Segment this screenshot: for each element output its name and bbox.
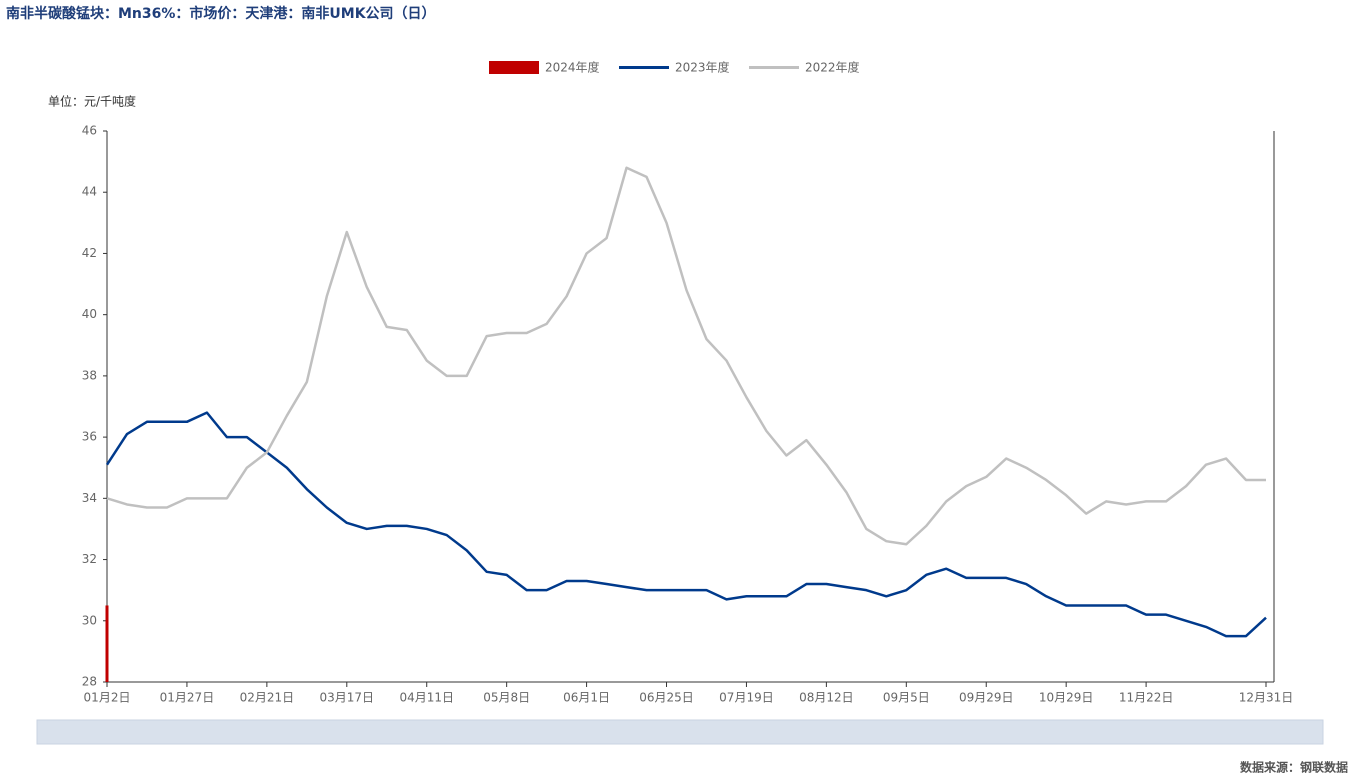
x-tick-label: 01月27日 <box>160 691 215 705</box>
x-tick-label: 04月11日 <box>399 691 454 705</box>
legend-label: 2024年度 <box>545 60 600 75</box>
y-tick-label: 36 <box>82 430 97 444</box>
y-tick-label: 42 <box>82 246 97 260</box>
x-tick-label: 12月31日 <box>1239 691 1294 705</box>
x-tick-label: 10月29日 <box>1039 691 1094 705</box>
zoom-slider[interactable] <box>36 719 1324 745</box>
y-axis-label: 单位：元/千吨度 <box>48 94 136 109</box>
x-tick-label: 02月21日 <box>240 691 295 705</box>
bar <box>105 605 109 682</box>
y-tick-label: 44 <box>82 185 97 199</box>
y-tick-label: 28 <box>82 675 97 689</box>
x-tick-label: 11月22日 <box>1119 691 1174 705</box>
y-tick-label: 46 <box>82 124 97 138</box>
x-tick-label: 08月12日 <box>799 691 854 705</box>
x-tick-label: 07月19日 <box>719 691 774 705</box>
chart-title: 南非半碳酸锰块：Mn36%：市场价：天津港：南非UMK公司（日） <box>6 5 436 22</box>
line-series <box>105 411 1267 638</box>
legend-label: 2023年度 <box>675 60 730 75</box>
y-tick-label: 30 <box>82 613 97 627</box>
x-tick-label: 03月17日 <box>320 691 375 705</box>
y-tick-label: 32 <box>82 552 97 566</box>
x-tick-label: 06月1日 <box>563 691 610 705</box>
y-tick-label: 34 <box>82 491 97 505</box>
x-tick-label: 09月29日 <box>959 691 1014 705</box>
x-tick-label: 05月8日 <box>483 691 530 705</box>
legend-label: 2022年度 <box>805 60 860 75</box>
source: 数据来源：钢联数据 <box>1240 760 1348 775</box>
legend: 2024年度 2023年度 2022年度 <box>489 60 860 75</box>
x-tick-label: 09月5日 <box>883 691 930 705</box>
x-tick-label: 06月25日 <box>639 691 694 705</box>
line-series <box>106 166 1266 546</box>
y-tick-label: 40 <box>82 307 97 321</box>
y-tick-label: 38 <box>82 368 97 382</box>
legend-swatch <box>489 61 539 74</box>
x-tick-label: 01月2日 <box>84 691 131 705</box>
